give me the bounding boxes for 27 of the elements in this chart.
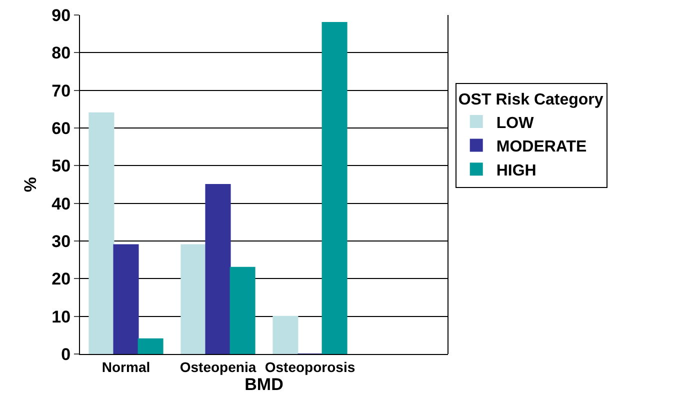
y-tick-label: 30 <box>52 232 71 251</box>
x-tick-label: Osteopenia <box>180 358 256 375</box>
bar <box>138 338 164 354</box>
y-axis-title: % <box>21 176 40 192</box>
y-tick-label: 0 <box>61 344 71 364</box>
x-axis-title: BMD <box>244 374 284 394</box>
bar <box>322 22 348 354</box>
legend-label: HIGH <box>496 162 536 180</box>
y-tick-label: 10 <box>52 307 71 326</box>
y-tick-label: 20 <box>52 270 71 289</box>
y-tick-label: 60 <box>52 118 71 138</box>
y-tick-label: 80 <box>52 44 71 63</box>
bar <box>88 112 114 354</box>
y-tick-label: 40 <box>52 194 71 214</box>
bar <box>230 266 256 354</box>
y-tick-label: 70 <box>52 81 71 100</box>
x-tick-label: Osteoporosis <box>264 358 356 375</box>
bar <box>205 184 231 354</box>
y-tick-label: 50 <box>52 156 71 176</box>
y-tick-label: 90 <box>52 6 71 25</box>
legend-title: OST Risk Category <box>458 92 604 109</box>
x-tick-label: Normal <box>102 358 150 375</box>
legend-label: LOW <box>496 114 535 132</box>
legend-label: MODERATE <box>496 138 588 156</box>
bar <box>272 316 298 354</box>
bar <box>180 244 206 354</box>
bar <box>113 244 139 354</box>
